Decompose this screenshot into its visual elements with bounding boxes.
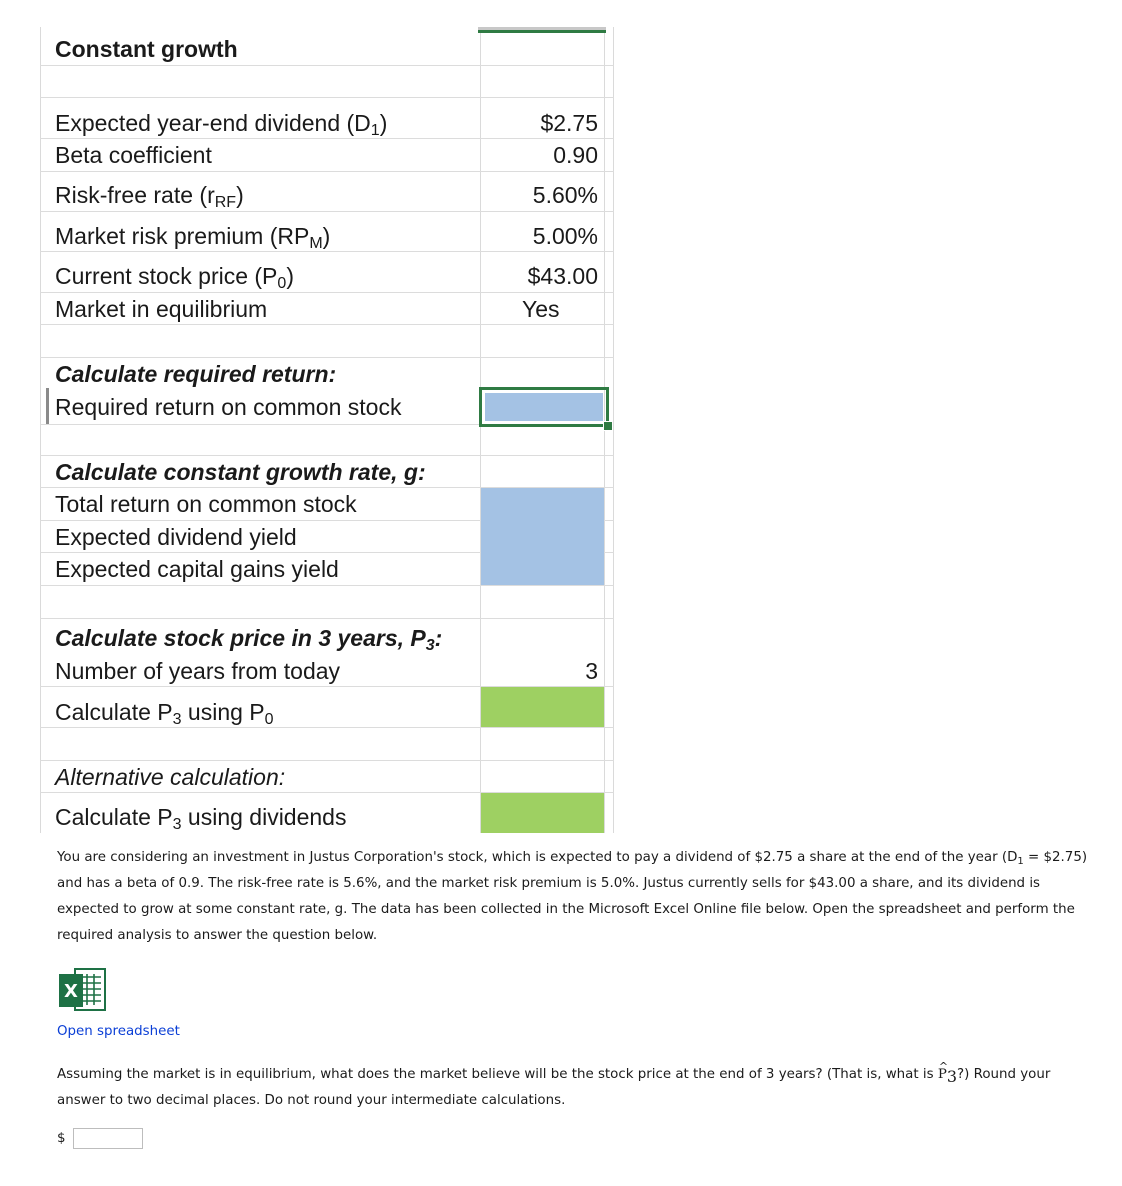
- grid-column-line: [40, 27, 41, 833]
- answer-input[interactable]: [73, 1128, 143, 1149]
- grid-column-line: [613, 27, 614, 833]
- total-return-cell[interactable]: [481, 488, 604, 520]
- years-value[interactable]: 3: [585, 658, 598, 684]
- required-return-cell[interactable]: [479, 387, 613, 431]
- dividend-label: Expected year-end dividend (D1): [55, 110, 388, 139]
- selected-column-indicator: [478, 30, 606, 33]
- grid-row-line: [40, 211, 614, 212]
- required-return-label: Required return on common stock: [55, 394, 402, 420]
- column-header-edge: [478, 27, 606, 30]
- total-return-label: Total return on common stock: [55, 491, 357, 517]
- p3-using-p0-label: Calculate P3 using P0: [55, 699, 274, 728]
- problem-statement: You are considering an investment in Jus…: [57, 850, 1088, 943]
- active-row-indicator: [46, 388, 49, 424]
- grid-row-line: [40, 686, 614, 687]
- grid-column-line: [480, 27, 481, 833]
- open-spreadsheet-link[interactable]: Open spreadsheet: [57, 1024, 180, 1039]
- growth-heading: Calculate constant growth rate, g:: [55, 459, 426, 485]
- question-text: Assuming the market is in equilibrium, w…: [57, 1060, 1051, 1108]
- grid-row-line: [40, 138, 614, 139]
- grid-row-line: [40, 424, 614, 425]
- risk-free-rate-value[interactable]: 5.60%: [532, 182, 598, 208]
- dividend-value[interactable]: $2.75: [540, 110, 598, 136]
- p-hat-symbol: ^ P3: [937, 1060, 958, 1086]
- grid-row-line: [40, 727, 614, 728]
- years-label: Number of years from today: [55, 658, 341, 684]
- dividend-yield-label: Expected dividend yield: [55, 524, 297, 550]
- p3-using-p0-cell[interactable]: [481, 687, 604, 727]
- beta-value[interactable]: 0.90: [553, 142, 598, 168]
- grid-row-line: [40, 324, 614, 325]
- fill-handle[interactable]: [603, 421, 613, 431]
- beta-label: Beta coefficient: [55, 142, 212, 168]
- market-risk-premium-value[interactable]: 5.00%: [532, 223, 598, 249]
- market-risk-premium-label: Market risk premium (RPM): [55, 223, 331, 252]
- equilibrium-value[interactable]: Yes: [522, 296, 560, 322]
- grid-row-line: [40, 552, 614, 553]
- grid-row-line: [40, 792, 614, 793]
- capital-gains-yield-label: Expected capital gains yield: [55, 556, 339, 582]
- current-price-value[interactable]: $43.00: [527, 263, 598, 289]
- dividend-yield-cell[interactable]: [481, 520, 604, 553]
- grid-row-line: [40, 65, 614, 66]
- grid-row-line: [40, 618, 614, 619]
- grid-row-line: [40, 251, 614, 252]
- grid-row-line: [40, 292, 614, 293]
- grid-row-line: [40, 97, 614, 98]
- grid-row-line: [40, 760, 614, 761]
- price-in-3-years-heading: Calculate stock price in 3 years, P3:: [55, 625, 443, 654]
- grid-row-line: [40, 487, 614, 488]
- p3-using-dividends-cell[interactable]: [481, 793, 604, 833]
- grid-row-line: [40, 357, 614, 358]
- required-return-heading: Calculate required return:: [55, 361, 337, 387]
- capital-gains-yield-cell[interactable]: [481, 552, 604, 585]
- equilibrium-label: Market in equilibrium: [55, 296, 268, 322]
- sheet-title: Constant growth: [55, 36, 238, 62]
- p3-using-dividends-label: Calculate P3 using dividends: [55, 804, 347, 833]
- current-price-label: Current stock price (P0): [55, 263, 294, 292]
- currency-symbol: $: [57, 1131, 66, 1146]
- svg-text:X: X: [64, 981, 78, 1002]
- grid-row-line: [40, 171, 614, 172]
- required-return-cell-fill: [485, 393, 603, 421]
- spreadsheet-embed: Constant growth Expected year-end divide…: [40, 27, 614, 833]
- grid-row-line: [40, 585, 614, 586]
- grid-row-line: [40, 520, 614, 521]
- risk-free-rate-label: Risk-free rate (rRF): [55, 182, 244, 211]
- grid-row-line: [40, 455, 614, 456]
- excel-icon[interactable]: X: [57, 966, 107, 1014]
- alternative-heading: Alternative calculation:: [55, 764, 286, 790]
